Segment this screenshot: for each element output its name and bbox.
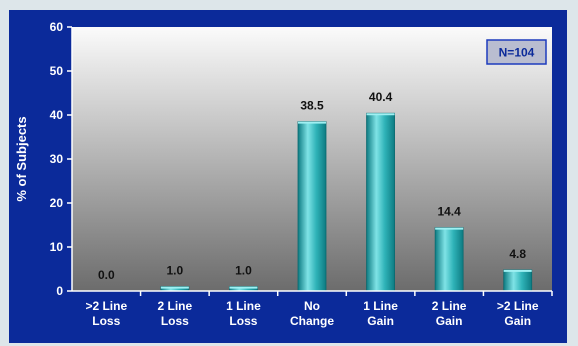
x-tick-label-line1: 2 Line <box>158 299 193 313</box>
bar-value-label: 38.5 <box>300 99 324 113</box>
bar <box>366 112 395 292</box>
x-tick-label-line2: Gain <box>367 314 394 328</box>
y-tick-label: 20 <box>50 196 64 210</box>
x-tick-label-line2: Loss <box>161 314 189 328</box>
x-tick-label-line2: Gain <box>504 314 531 328</box>
sample-size-box-border <box>486 39 547 65</box>
bar-top-highlight <box>229 286 258 289</box>
y-tick-label: 40 <box>50 108 64 122</box>
bar <box>503 269 533 292</box>
bar-value-label: 1.0 <box>235 264 252 278</box>
bar-top-highlight <box>160 286 189 289</box>
x-tick-label-line1: >2 Line <box>85 299 127 313</box>
bar <box>434 227 464 292</box>
x-tick-label-line1: No <box>304 299 320 313</box>
bar-value-label: 4.8 <box>509 247 526 261</box>
x-tick-label-line2: Change <box>290 314 334 328</box>
y-tick-label: 60 <box>50 20 64 34</box>
x-tick-label-line2: Loss <box>92 314 120 328</box>
x-tick-label-line1: >2 Line <box>497 299 539 313</box>
x-tick-label-line2: Gain <box>436 314 463 328</box>
x-tick-label-line1: 1 Line <box>226 299 261 313</box>
y-tick-label: 0 <box>56 284 63 298</box>
bar-top-highlight <box>435 227 464 230</box>
bar-value-label: 1.0 <box>167 264 184 278</box>
x-tick-label-line1: 2 Line <box>432 299 467 313</box>
x-tick-label-line1: 1 Line <box>363 299 398 313</box>
bar-top-highlight <box>366 113 395 116</box>
bar-value-label: 0.0 <box>98 268 115 282</box>
bars-group <box>160 112 533 292</box>
sample-size-annotation: N=104 <box>499 46 535 60</box>
y-tick-label: 30 <box>50 152 64 166</box>
y-axis: 0 10 20 30 40 50 60 <box>50 20 73 298</box>
y-tick-label: 10 <box>50 240 64 254</box>
bar-value-label: 40.4 <box>369 90 393 104</box>
bar-value-label: 14.4 <box>437 205 461 219</box>
y-axis-title: % of Subjects <box>14 116 29 201</box>
y-tick-label: 50 <box>50 64 64 78</box>
bar-labels-group: 0.0 1.0 1.0 38.5 40.4 14.4 4.8 <box>98 90 526 282</box>
bar-top-highlight <box>298 121 326 124</box>
bar <box>297 121 327 292</box>
bar-top-highlight <box>503 269 532 272</box>
x-tick-label-line2: Loss <box>229 314 257 328</box>
sample-size-box: N=104 <box>486 39 547 65</box>
